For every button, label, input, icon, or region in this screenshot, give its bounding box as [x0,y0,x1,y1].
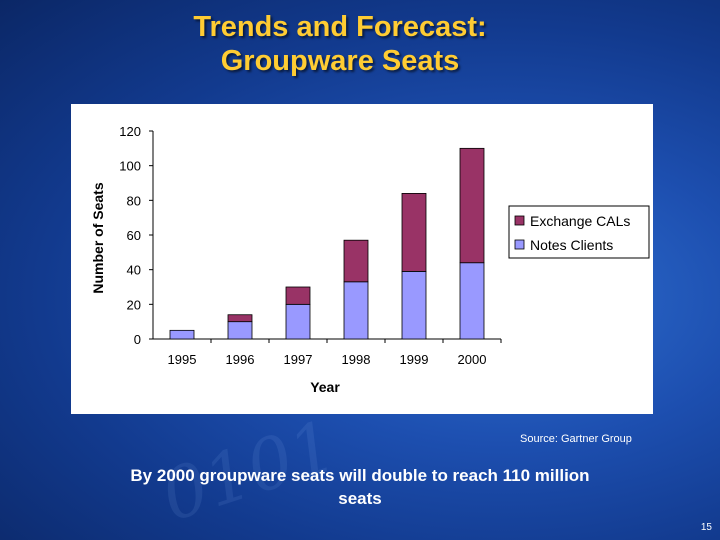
bar-segment [459,147,485,264]
slide-title-line2: Groupware Seats [220,45,460,77]
bar-segment [169,329,195,340]
y-tick-label: 100 [119,159,141,174]
bar-segment [227,321,253,340]
slide-caption: By 2000 groupware seats will double to r… [70,464,650,510]
caption-line1: By 2000 groupware seats will double to r… [130,466,590,485]
bar-segment [285,286,311,305]
y-tick-label: 120 [119,124,141,139]
x-axis-label: Year [310,379,340,395]
slide-number: 15 [700,522,712,533]
x-axis: 1995 1996 1997 1998 1999 2000 [153,338,502,367]
x-tick-label: 2000 [458,352,487,367]
y-axis-label: Number of Seats [90,182,106,293]
bar-segment [227,314,253,323]
bar-segment [343,281,369,340]
y-tick-label: 40 [127,263,141,278]
legend-label: Exchange CALs [530,213,630,229]
y-tick-label: 20 [127,297,141,312]
x-tick-label: 1997 [284,352,313,367]
legend-swatch [514,215,525,226]
bars [169,147,485,340]
y-tick-label: 80 [127,193,141,208]
bar-segment [459,262,485,340]
caption-line2: seats [338,489,382,508]
bar-segment [285,303,311,340]
legend-label: Notes Clients [530,237,613,253]
bar-segment [401,270,427,340]
bar-segment [343,239,369,283]
slide-title-line1: Trends and Forecast: [193,11,487,43]
chart-panel: 0 20 40 60 80 100 120 1995 1996 1997 1998 1999 2000… [71,104,653,414]
slide-title: Trends and Forecast: Groupware Seats [0,10,680,78]
source-note: Source: Gartner Group [520,433,632,445]
x-tick-label: 1999 [400,352,429,367]
x-tick-label: 1998 [342,352,371,367]
y-tick-label: 60 [127,228,141,243]
legend-swatch [514,239,525,250]
x-tick-label: 1996 [226,352,255,367]
legend: Exchange CALs Notes Clients [508,205,650,259]
bar-segment [401,193,427,272]
stacked-bar-chart: 0 20 40 60 80 100 120 1995 1996 1997 1998 1999 2000… [90,124,650,395]
y-axis: 0 20 40 60 80 100 120 [119,124,154,347]
legend-box [508,205,650,259]
y-tick-label: 0 [134,332,141,347]
x-tick-label: 1995 [168,352,197,367]
